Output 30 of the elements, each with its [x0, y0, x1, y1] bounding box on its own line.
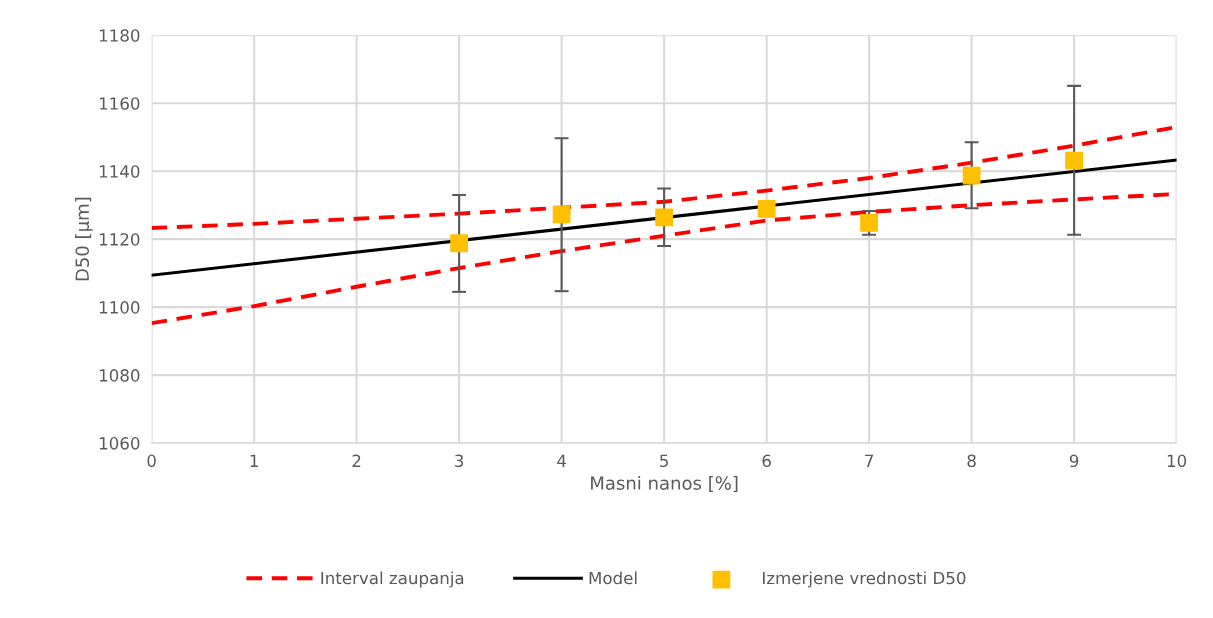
x-tick-label: 8 [967, 454, 976, 468]
x-tick-label: 4 [557, 454, 566, 467]
x-tick-label: 10 [1167, 454, 1187, 468]
y-tick-label: 1160 [99, 97, 140, 110]
x-tick-label: 0 [147, 454, 156, 468]
y-axis-title: D50 [µm] [75, 197, 93, 281]
point [757, 200, 776, 218]
point [860, 213, 879, 232]
point [552, 205, 571, 224]
y-tick-label: 1060 [99, 437, 140, 450]
legend-label: Interval zaupanja [321, 571, 464, 588]
x-tick-label: 6 [762, 454, 771, 468]
x-tick-label: 5 [660, 454, 668, 468]
y-tick-label: 1120 [99, 233, 140, 246]
point [962, 166, 981, 185]
x-tick-label: 1 [250, 454, 258, 467]
y-tick-label: 1180 [99, 29, 140, 42]
y-tick-label: 1100 [99, 301, 140, 314]
point [1065, 151, 1084, 170]
point [450, 234, 469, 253]
x-tick-label: 9 [1069, 454, 1079, 468]
x-axis-title: Masni nanos [%] [591, 475, 738, 492]
legend-label: Model [589, 571, 637, 585]
point [655, 208, 674, 227]
x-tick-label: 7 [865, 454, 873, 467]
y-tick-label: 1140 [99, 165, 140, 178]
legend-label: Izmerjene vrednosti D50 [763, 571, 966, 588]
x-tick-label: 3 [455, 454, 464, 468]
x-tick-label: 2 [352, 454, 361, 467]
y-tick-label: 1080 [99, 369, 140, 382]
